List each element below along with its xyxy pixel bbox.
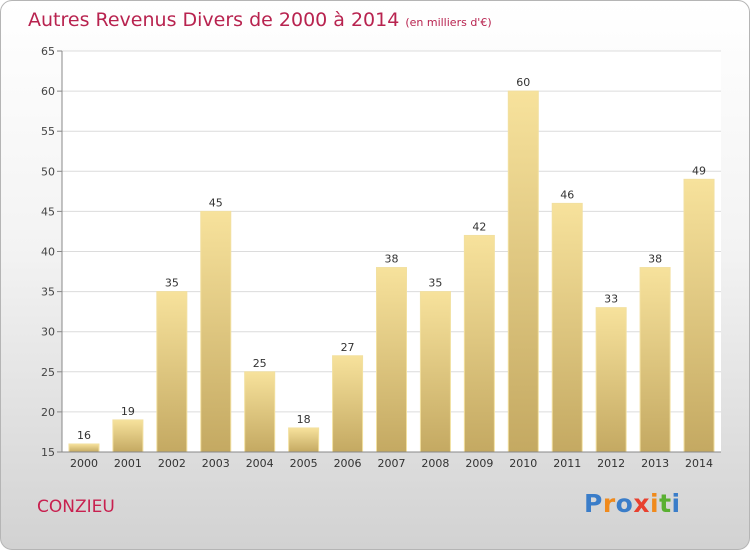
bar-value-label: 35 <box>165 277 179 290</box>
x-tick-label: 2014 <box>685 457 713 470</box>
logo-letter: i <box>650 489 660 518</box>
bar <box>332 355 364 453</box>
bar-value-label: 25 <box>253 357 267 370</box>
logo-letter: t <box>659 489 672 518</box>
y-tick-label: 30 <box>41 326 55 339</box>
x-tick-label: 2001 <box>114 457 142 470</box>
chart-title: Autres Revenus Divers de 2000 à 2014 (en … <box>28 9 492 31</box>
logo-letter: r <box>602 489 616 518</box>
x-tick-label: 2006 <box>334 457 362 470</box>
bar <box>551 202 583 453</box>
x-tick-label: 2013 <box>641 457 669 470</box>
bar <box>244 371 276 453</box>
chart-title-text: Autres Revenus Divers de 2000 à 2014 <box>28 9 400 31</box>
bar-value-label: 16 <box>77 429 91 442</box>
proxiti-logo: Proxiti <box>584 489 681 518</box>
y-tick-label: 65 <box>41 45 55 58</box>
x-tick-label: 2005 <box>290 457 318 470</box>
bar-value-label: 49 <box>692 164 706 177</box>
bar <box>419 291 451 453</box>
commune-name: CONZIEU <box>37 497 115 517</box>
y-tick-label: 55 <box>41 125 55 138</box>
bar <box>595 307 627 453</box>
bar <box>288 427 320 453</box>
x-tick-label: 2011 <box>553 457 581 470</box>
bar-value-label: 18 <box>297 413 311 426</box>
logo-letter: o <box>615 489 634 518</box>
logo-letter: i <box>671 489 681 518</box>
y-tick-label: 40 <box>41 246 55 259</box>
x-tick-label: 2003 <box>202 457 230 470</box>
y-tick-label: 50 <box>41 165 55 178</box>
bar-value-label: 42 <box>472 220 486 233</box>
bar-value-label: 60 <box>516 76 530 89</box>
bar <box>156 291 188 453</box>
bar <box>507 90 539 453</box>
y-tick-label: 20 <box>41 406 55 419</box>
bar <box>463 234 495 453</box>
x-tick-label: 2007 <box>378 457 406 470</box>
bar-value-label: 19 <box>121 405 135 418</box>
bar <box>112 419 144 453</box>
x-tick-label: 2000 <box>70 457 98 470</box>
logo-letter: P <box>584 489 603 518</box>
y-tick-label: 45 <box>41 205 55 218</box>
bar-value-label: 46 <box>560 188 574 201</box>
x-tick-label: 2009 <box>465 457 493 470</box>
bar <box>376 267 407 453</box>
logo-letter: x <box>633 489 650 518</box>
x-tick-label: 2002 <box>158 457 186 470</box>
bar-value-label: 38 <box>385 253 399 266</box>
bar-value-label: 33 <box>604 293 618 306</box>
bar-value-label: 38 <box>648 253 662 266</box>
chart-unit-note: (en milliers d'€) <box>405 16 492 29</box>
y-tick-label: 15 <box>41 446 55 459</box>
x-tick-label: 2008 <box>421 457 449 470</box>
bar <box>68 443 100 453</box>
bar <box>200 210 232 453</box>
bar <box>683 178 715 453</box>
y-tick-label: 25 <box>41 366 55 379</box>
x-tick-label: 2004 <box>246 457 274 470</box>
y-tick-label: 60 <box>41 85 55 98</box>
bar-value-label: 27 <box>341 341 355 354</box>
y-tick-label: 35 <box>41 286 55 299</box>
bar-value-label: 35 <box>428 277 442 290</box>
x-tick-label: 2012 <box>597 457 625 470</box>
bar-value-label: 45 <box>209 196 223 209</box>
bar <box>639 267 671 453</box>
x-tick-label: 2010 <box>509 457 537 470</box>
